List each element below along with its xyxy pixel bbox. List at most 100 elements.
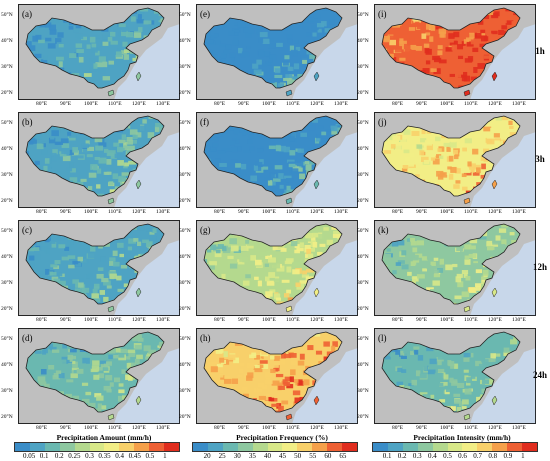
colorbar-swatch [462,443,478,451]
longitude-label: 130°E [334,425,348,431]
panel-label: (a) [22,9,32,19]
longitude-label: 130°E [334,101,348,107]
longitude-label: 130°E [156,425,170,431]
longitude-label: 120°E [488,317,502,323]
latitude-label: 50°N [1,336,13,342]
colorbar-title: Precipitation Intensity (mm/h) [413,433,511,442]
colorbar-tick-label: 0.8 [488,452,498,460]
colorbar-tick-label: 0.45 [128,452,141,460]
colorbar-swatch [492,443,508,451]
map-panel-f: (f) [196,112,358,208]
colorbar [14,442,180,452]
latitude-label: 50°N [1,12,13,18]
longitude-label: 120°E [488,425,502,431]
colorbar-tick-label: 0.3 [412,452,422,460]
colorbar-tick-label: 0.35 [98,452,111,460]
colorbar-swatch [104,443,120,451]
colorbar-swatch [312,443,328,451]
map-panel-h: (h) [196,328,358,424]
colorbar [192,442,358,452]
longitude-label: 90°E [416,209,428,215]
map-frame [374,112,536,208]
longitude-label: 80°E [214,425,226,431]
longitude-label: 90°E [416,317,428,323]
taiwan-outline [135,71,142,82]
colorbar-tick-label: 65 [339,452,347,460]
map-frame [196,112,358,208]
latitude-label: 20°N [357,198,369,204]
longitude-label: 120°E [488,101,502,107]
colorbar-swatch [387,443,403,451]
latitude-label: 20°N [1,414,13,420]
map-frame [18,220,180,316]
colorbar-title: Precipitation Amount (mm/h) [56,433,152,442]
panel-label: (i) [378,9,387,19]
longitude-label: 100°E [262,101,276,107]
china-outline [381,115,521,197]
hainan-outline [107,197,115,205]
longitude-label: 120°E [132,317,146,323]
latitude-label: 50°N [179,120,191,126]
longitude-label: 110°E [464,425,478,431]
latitude-label: 30°N [357,64,369,70]
colorbar-swatch [164,443,179,451]
latitude-label: 30°N [1,388,13,394]
colorbar-tick-label: 0.25 [68,452,81,460]
china-outline [203,7,343,89]
colorbar-swatch [447,443,463,451]
latitude-label: 50°N [357,336,369,342]
longitude-label: 130°E [334,317,348,323]
latitude-label: 20°N [357,414,369,420]
longitude-label: 110°E [286,209,300,215]
latitude-label: 20°N [357,306,369,312]
longitude-label: 110°E [286,101,300,107]
latitude-label: 40°N [1,254,13,260]
latitude-label: 50°N [179,336,191,342]
colorbar-tick-label: 0.1 [382,452,392,460]
map-frame [18,4,180,100]
longitude-label: 90°E [238,209,250,215]
hainan-outline [285,89,293,97]
longitude-label: 100°E [262,209,276,215]
row-label-12h: 12h [532,262,547,272]
longitude-label: 110°E [286,425,300,431]
longitude-label: 90°E [416,425,428,431]
map-frame [196,220,358,316]
latitude-label: 50°N [179,228,191,234]
colorbar-swatch [222,443,238,451]
colorbar-tick-label: 0.1 [39,452,49,460]
longitude-label: 120°E [132,425,146,431]
longitude-label: 90°E [60,209,72,215]
taiwan-outline [491,395,498,406]
colorbar-ticks: 0.1 0.2 0.3 0.4 0.5 0.6 0.7 0.8 0.9 1 [372,452,538,461]
longitude-label: 90°E [238,425,250,431]
latitude-label: 20°N [179,198,191,204]
colorbar-tick-label: 1 [163,452,167,460]
longitude-label: 100°E [440,425,454,431]
taiwan-outline [491,287,498,298]
latitude-label: 40°N [179,146,191,152]
colorbar-tick-label: 45 [279,452,287,460]
china-outline [203,115,343,197]
longitude-label: 110°E [108,317,122,323]
latitude-label: 50°N [357,12,369,18]
china-outline [381,223,521,305]
taiwan-outline [313,179,320,190]
latitude-label: 40°N [179,362,191,368]
colorbar-swatch [267,443,283,451]
latitude-label: 20°N [1,306,13,312]
longitude-label: 130°E [334,209,348,215]
longitude-label: 100°E [84,317,98,323]
colorbar-tick-label: 0.5 [145,452,155,460]
longitude-label: 120°E [310,425,324,431]
panel-label: (f) [200,117,209,127]
colorbar-tick-label: 1 [521,452,525,460]
longitude-label: 100°E [262,317,276,323]
hainan-outline [463,413,471,421]
map-panel-g: (g) [196,220,358,316]
latitude-label: 40°N [357,146,369,152]
colorbar-tick-label: 0.4 [427,452,437,460]
longitude-label: 120°E [488,209,502,215]
panel-label: (g) [200,225,211,235]
china-outline [203,331,343,413]
